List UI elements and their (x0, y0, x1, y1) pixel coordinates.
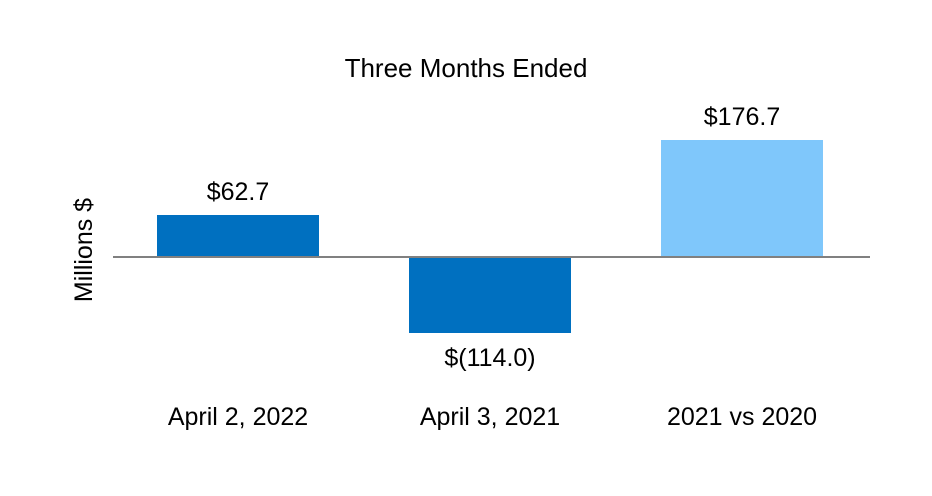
bar-3 (661, 140, 823, 256)
bar-2 (409, 258, 571, 333)
category-label-2: April 3, 2021 (419, 403, 561, 431)
x-axis-zero-line (113, 256, 870, 258)
chart-title: Three Months Ended (344, 53, 588, 83)
category-label-3: 2021 vs 2020 (666, 403, 818, 431)
bar-value-label-1: $62.7 (206, 178, 270, 206)
bar-value-label-2: $(114.0) (444, 344, 536, 372)
bar-1 (157, 215, 319, 256)
y-axis-label: Millions $ (70, 197, 98, 303)
bar-value-label-3: $176.7 (703, 103, 781, 131)
category-label-1: April 2, 2022 (167, 403, 309, 431)
